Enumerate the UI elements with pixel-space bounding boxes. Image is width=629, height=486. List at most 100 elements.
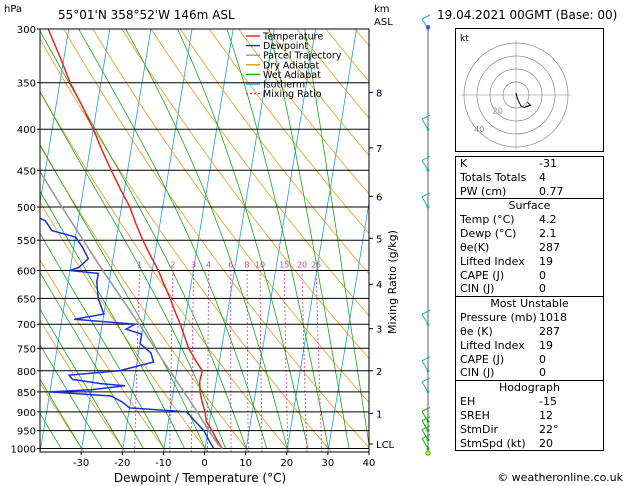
wind-barb bbox=[421, 411, 429, 422]
y-tick-label: 450 bbox=[17, 166, 36, 177]
wind-barb-flag bbox=[421, 114, 431, 120]
dry-adiabat-line bbox=[179, 29, 369, 275]
table-row: θe (K) 287 bbox=[456, 325, 603, 339]
mixing-ratio-tick-label: 20 bbox=[297, 261, 307, 270]
mixing-ratio-line bbox=[301, 270, 308, 452]
wind-barb-flag bbox=[421, 356, 431, 362]
row-value: 0 bbox=[539, 268, 546, 282]
dry-adiabat-line bbox=[267, 29, 369, 157]
legend-label: Isotherm bbox=[263, 80, 305, 91]
wind-barb-dot bbox=[426, 205, 430, 209]
row-label: CAPE (J) bbox=[460, 352, 505, 366]
mixing-ratio-line bbox=[134, 270, 140, 452]
table-row: StmDir 22° bbox=[456, 423, 603, 437]
hodograph-ring-label: 20 bbox=[493, 106, 503, 115]
asl-axis-label: ASL bbox=[374, 17, 393, 28]
y-tick-label: 950 bbox=[17, 427, 36, 438]
row-value: 4 bbox=[539, 170, 546, 184]
x-tick-label: 20 bbox=[280, 458, 293, 469]
mixing-ratio-line bbox=[169, 270, 174, 452]
wind-barb-flag bbox=[421, 406, 431, 412]
table-row: StmSpd (kt) 20 bbox=[456, 437, 603, 451]
y-tick-label: 550 bbox=[17, 236, 36, 247]
row-value: -31 bbox=[539, 157, 557, 170]
row-label: Totals Totals bbox=[460, 170, 527, 184]
wind-profile bbox=[421, 14, 431, 456]
row-label: StmSpd (kt) bbox=[460, 436, 526, 450]
row-value: 19 bbox=[539, 338, 553, 352]
wind-barb-flag bbox=[421, 155, 431, 161]
row-value: 0.77 bbox=[539, 184, 564, 198]
wind-barb bbox=[421, 381, 429, 393]
dry-adiabat-line bbox=[40, 201, 209, 452]
indices-table: K -31 Totals Totals 4 PW (cm) 0.77 bbox=[456, 157, 603, 198]
table-row: Pressure (mb) 1018 bbox=[456, 311, 603, 325]
row-label: CAPE (J) bbox=[460, 268, 505, 282]
row-label: Lifted Index bbox=[460, 338, 525, 352]
row-value: 0 bbox=[539, 366, 546, 380]
wind-barb bbox=[421, 196, 429, 208]
legend-label: Parcel Trajectory bbox=[263, 51, 342, 62]
top-wind-dot bbox=[426, 25, 430, 29]
series-line-dewpoint bbox=[40, 217, 215, 449]
most-unstable-section: Most Unstable Pressure (mb) 1018 θe (K) 287… bbox=[456, 296, 603, 380]
datetime-title: 19.04.2021 00GMT (Base: 00) bbox=[437, 8, 617, 22]
wind-barb-dot bbox=[426, 390, 430, 394]
series-line-parcel-trajectory bbox=[40, 170, 223, 450]
mixing-ratio-tick-label: 1 bbox=[137, 261, 142, 270]
table-row: CAPE (J) 0 bbox=[456, 353, 603, 367]
location-title: 55°01'N 358°52'W 146m ASL bbox=[58, 8, 235, 22]
wet-adiabat-line bbox=[40, 308, 124, 449]
y-tick-label: 300 bbox=[17, 25, 36, 36]
wet-adiabat-line bbox=[40, 378, 83, 449]
wind-barb-flag bbox=[421, 192, 431, 198]
km-tick-label: 5 bbox=[376, 234, 382, 245]
dry-adiabat-line bbox=[92, 29, 369, 404]
mixing-ratio-line bbox=[283, 270, 289, 452]
y-tick-label: 650 bbox=[17, 294, 36, 305]
row-label: θe (K) bbox=[460, 324, 493, 338]
x-tick-label: 10 bbox=[239, 458, 252, 469]
dry-adiabat-line bbox=[121, 29, 369, 360]
hodograph-section: Hodograph EH -15 SREH 12 StmDir 22° StmSpd (kt… bbox=[456, 380, 603, 450]
credit-text: © weatheronline.co.uk bbox=[497, 471, 623, 484]
mixing-ratio-axis-title: Mixing Ratio (g/kg) bbox=[386, 230, 399, 334]
grid-layer bbox=[40, 29, 369, 452]
row-value: 1018 bbox=[539, 311, 567, 325]
km-tick-label: 4 bbox=[376, 280, 382, 291]
hodograph-panel: kt 20 40 bbox=[455, 28, 604, 152]
surface-title: Surface bbox=[508, 199, 551, 213]
km-tick-label: LCL bbox=[376, 440, 395, 451]
mixing-ratio-tick-label: 8 bbox=[245, 261, 250, 270]
hodograph-unit-label: kt bbox=[460, 34, 469, 44]
row-value: 12 bbox=[539, 408, 553, 422]
y-tick-label: 750 bbox=[17, 344, 36, 355]
table-row: CAPE (J) 0 bbox=[456, 269, 603, 283]
mixing-ratio-line bbox=[191, 270, 194, 452]
legend-label: Wet Adiabat bbox=[263, 70, 321, 81]
wind-barb-dot bbox=[426, 419, 430, 423]
table-row: Lifted Index 19 bbox=[456, 255, 603, 269]
dry-adiabat-line bbox=[63, 29, 369, 449]
table-row: EH -15 bbox=[456, 395, 603, 409]
hodograph-arrow bbox=[525, 102, 532, 107]
wind-barb-flag bbox=[421, 377, 431, 383]
surface-table: Temp (°C) 4.2 Dewp (°C) 2.1 θe(K) 287 Lifted I… bbox=[456, 213, 603, 296]
mixing-ratio-line bbox=[246, 270, 249, 452]
dry-adiabat-line bbox=[40, 145, 250, 452]
x-axis-title: Dewpoint / Temperature (°C) bbox=[114, 471, 286, 485]
wind-barb bbox=[421, 429, 429, 440]
row-value: 0 bbox=[539, 352, 546, 366]
isotherm-line bbox=[40, 29, 70, 206]
dry-adiabat-line bbox=[209, 29, 369, 235]
wind-barb bbox=[421, 438, 429, 449]
row-value: 20 bbox=[539, 436, 553, 450]
wind-barb-dot bbox=[426, 429, 430, 433]
mixing-ratio-tick-label: 25 bbox=[311, 261, 321, 270]
wet-adiabat-line bbox=[40, 343, 103, 449]
most-unstable-table: Pressure (mb) 1018 θe (K) 287 Lifted Index 19… bbox=[456, 311, 603, 380]
hodograph-title: Hodograph bbox=[499, 381, 560, 395]
mixing-ratio-line bbox=[259, 270, 263, 452]
